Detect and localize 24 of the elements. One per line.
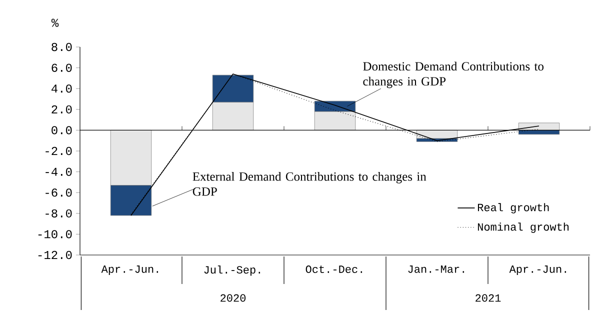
- legend-label: Real growth: [478, 203, 549, 214]
- y-tick-label: -2.0: [46, 146, 72, 156]
- y-axis-title: %: [51, 18, 59, 27]
- legend-label: Nominal growth: [478, 222, 569, 233]
- x-tick-label: Apr.-Jun.: [509, 266, 566, 276]
- text: 2021: [476, 294, 501, 302]
- y-tick-label: 4.0: [51, 84, 72, 93]
- x-tick-label: Oct.-Dec.: [306, 266, 362, 273]
- y-tick-label: 2.0: [52, 105, 72, 114]
- y-tick-label: 8.0: [52, 42, 72, 52]
- bar: [518, 122, 560, 130]
- y-tick-label: -8.0: [46, 209, 72, 218]
- y-tick-label: -6.0: [46, 188, 72, 197]
- y-tick-label: 0.0: [52, 126, 72, 134]
- y-tick-label: 6.0: [52, 64, 72, 72]
- x-tick-label: Jan.-Mar.: [408, 266, 464, 273]
- y-tick-label: -4.0: [46, 168, 72, 176]
- text: 2020: [220, 294, 246, 302]
- x-tick-label: Jul.-Sep.: [204, 266, 260, 276]
- text: External Demand Contributions to changes in GDP: [192, 172, 426, 196]
- series-label: Domestic Demand Contributions to changes in GDP: [363, 62, 544, 88]
- y-tick-label: -12.0: [38, 250, 72, 260]
- y-tick-label: -10.0: [38, 230, 72, 238]
- x-tick-label: Apr.-Jun.: [101, 266, 158, 276]
